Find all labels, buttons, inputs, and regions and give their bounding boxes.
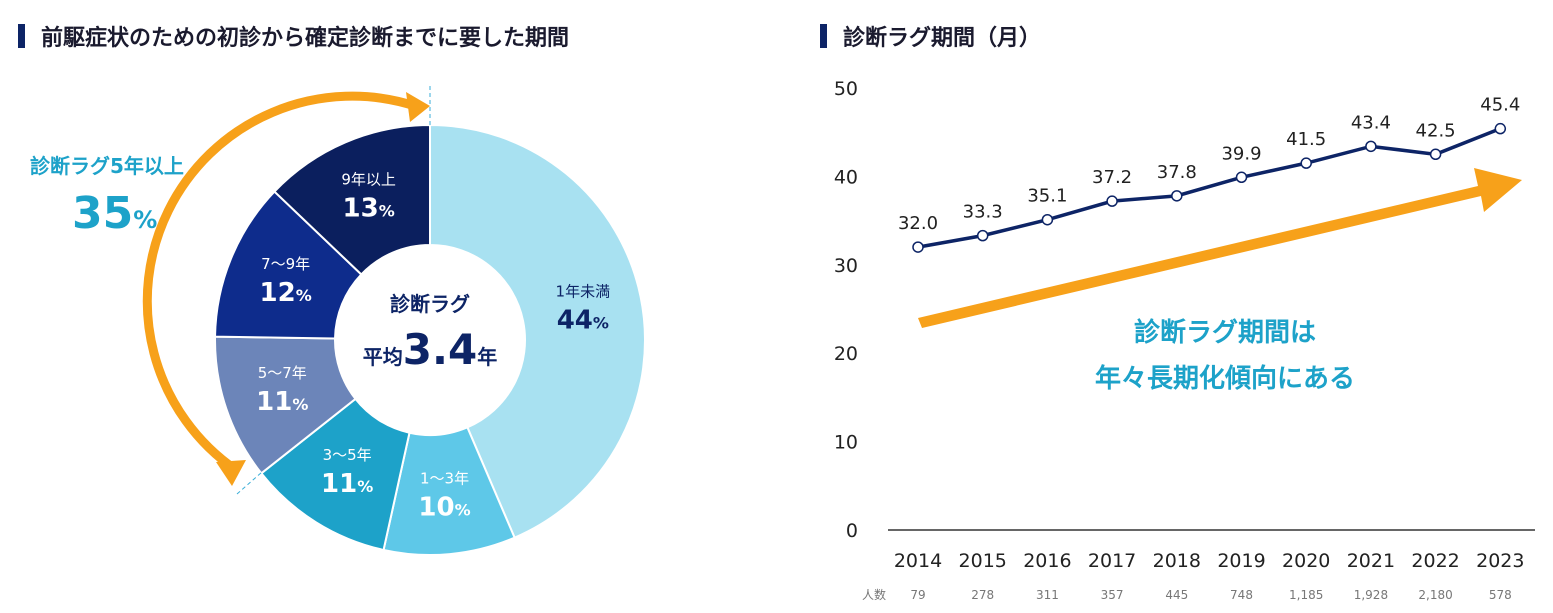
data-point [1300, 157, 1312, 169]
data-point [1429, 148, 1442, 161]
data-point [912, 241, 924, 253]
slice-value: 11% [321, 469, 373, 499]
data-label: 32.0 [898, 213, 938, 234]
slice-unit: % [296, 286, 312, 305]
slice-label: 5～7年 [258, 364, 307, 382]
data-label: 39.9 [1221, 143, 1261, 164]
slice-unit: % [593, 314, 609, 333]
count-value: 445 [1165, 588, 1188, 602]
data-label: 42.5 [1416, 120, 1456, 141]
center-prefix: 平均 [362, 345, 403, 369]
count-value: 578 [1489, 588, 1512, 602]
x-tick-label: 2017 [1088, 550, 1136, 572]
slice-unit: % [357, 477, 373, 496]
count-value: 357 [1101, 588, 1124, 602]
count-value: 1,185 [1289, 588, 1323, 602]
slice-unit: % [292, 395, 308, 414]
y-tick-label: 10 [834, 432, 858, 454]
right-title: 診断ラグ期間（月） [820, 20, 1041, 52]
count-value: 2,180 [1418, 588, 1452, 602]
slice-label: 9年以上 [341, 171, 396, 189]
right-title-text: 診断ラグ期間（月） [843, 26, 1042, 51]
trend-text: 診断ラグ期間は 年々長期化傾向にある [1025, 310, 1425, 402]
count-value: 1,928 [1354, 588, 1388, 602]
data-label: 33.3 [963, 202, 1003, 223]
data-label: 45.4 [1480, 95, 1520, 116]
y-tick-label: 0 [846, 520, 858, 542]
callout-number: 35 [72, 188, 134, 239]
orange-arc-arrow [142, 91, 417, 474]
title-bar [820, 24, 827, 48]
count-label: 人数 [862, 587, 886, 602]
callout-label: 診断ラグ5年以上 [30, 154, 184, 178]
arrow-head-icon [406, 92, 430, 122]
data-point [976, 229, 989, 242]
donut-slice [273, 123, 431, 276]
count-value: 311 [1036, 588, 1059, 602]
center-suffix: 年 [477, 345, 498, 369]
center-value: 3.4 [402, 325, 478, 374]
y-tick-label: 30 [834, 255, 858, 277]
count-value: 278 [971, 588, 994, 602]
data-point [1041, 213, 1054, 226]
slice-label: 1～3年 [420, 469, 469, 487]
y-tick-label: 20 [834, 343, 858, 365]
count-value: 748 [1230, 588, 1253, 602]
x-tick-label: 2023 [1476, 550, 1524, 572]
slice-value: 13% [343, 194, 395, 224]
x-tick-label: 2020 [1282, 550, 1330, 572]
data-point [1365, 140, 1377, 153]
data-point [1171, 190, 1183, 202]
data-label: 37.8 [1157, 162, 1197, 183]
left-title-text: 前駆症状のための初診から確定診断までに要した期間 [41, 26, 570, 51]
callout-unit: % [133, 206, 158, 234]
y-tick-label: 50 [834, 78, 858, 100]
slice-label: 3～5年 [323, 446, 372, 464]
x-tick-label: 2021 [1347, 550, 1395, 572]
slice-unit: % [379, 202, 395, 221]
y-tick-label: 40 [834, 166, 858, 188]
trend-line-1: 診断ラグ期間は [1133, 318, 1316, 348]
donut-slice [429, 123, 646, 539]
x-tick-label: 2018 [1153, 550, 1201, 572]
x-tick-label: 2016 [1023, 550, 1071, 572]
trend-line-2: 年々長期化傾向にある [1094, 364, 1355, 394]
data-label: 35.1 [1027, 186, 1067, 207]
count-value: 79 [910, 588, 925, 602]
trend-arrow [918, 168, 1522, 328]
left-title: 前駆症状のための初診から確定診断までに要した期間 [18, 20, 569, 52]
callout-value: 35% [72, 188, 157, 239]
slice-label: 7～9年 [261, 255, 310, 273]
data-label: 41.5 [1286, 129, 1326, 150]
data-point [1235, 171, 1248, 184]
donut-center: 診断ラグ 平均3.4年 [335, 288, 525, 374]
data-point [1494, 122, 1507, 135]
donut-slice [214, 190, 363, 340]
x-tick-label: 2022 [1411, 550, 1459, 572]
center-label: 診断ラグ [390, 292, 470, 316]
arrow-head-icon [216, 460, 246, 486]
x-tick-label: 2015 [959, 550, 1007, 572]
data-point [1106, 195, 1118, 207]
data-label: 43.4 [1351, 112, 1391, 133]
series-line [917, 127, 1501, 249]
x-tick-label: 2014 [894, 550, 942, 572]
dashed-marker [236, 471, 263, 495]
data-label: 37.2 [1092, 167, 1132, 188]
slice-unit: % [455, 500, 471, 519]
title-bar [18, 24, 25, 48]
x-tick-label: 2019 [1217, 550, 1265, 572]
slice-label: 1年未満 [556, 283, 611, 301]
